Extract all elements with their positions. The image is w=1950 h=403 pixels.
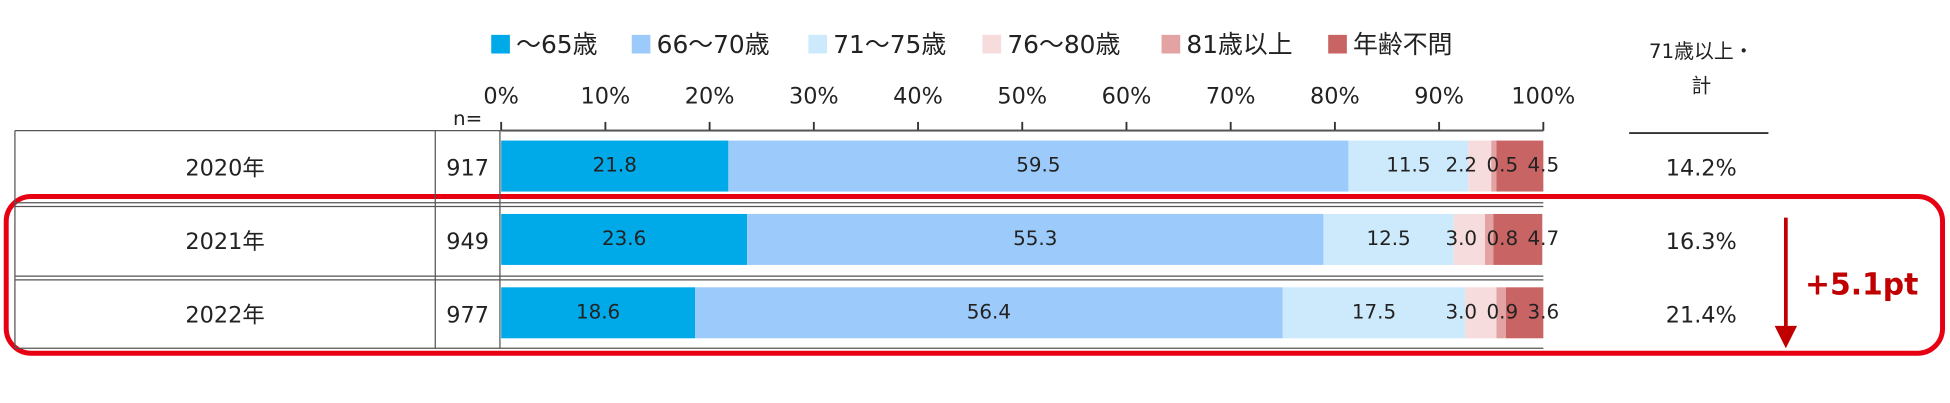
- data-label: 59.5: [1016, 154, 1060, 177]
- n-label: n=: [453, 107, 482, 130]
- legend-swatch: [631, 34, 651, 54]
- data-label: 18.6: [576, 300, 620, 323]
- n-value: 977: [446, 302, 489, 328]
- data-label: 11.5: [1386, 154, 1430, 177]
- data-label: 3.0: [1445, 227, 1477, 250]
- data-label: 21.8: [593, 154, 637, 177]
- legend-label: 81歳以上: [1186, 30, 1292, 59]
- legend-swatch: [808, 34, 828, 54]
- total-value: 21.4%: [1666, 302, 1737, 328]
- x-tick-label: 40%: [893, 84, 943, 110]
- data-label: 2.2: [1445, 154, 1477, 177]
- x-tick-label: 100%: [1511, 84, 1575, 110]
- bar-segment: [747, 213, 1324, 265]
- bar-segment: [1282, 287, 1466, 339]
- x-tick-label: 80%: [1310, 84, 1360, 110]
- legend-swatch: [982, 34, 1002, 54]
- x-tick-label: 50%: [997, 84, 1047, 110]
- category-label: 2020年: [185, 156, 264, 182]
- data-label: 0.8: [1486, 227, 1518, 250]
- total-value: 14.2%: [1666, 156, 1737, 182]
- legend-label: 76～80歳: [1007, 30, 1120, 59]
- legend-label: 66～70歳: [657, 30, 770, 59]
- x-tick-label: 10%: [581, 84, 631, 110]
- data-label: 3.6: [1528, 300, 1560, 323]
- data-label: 3.0: [1445, 300, 1477, 323]
- legend-swatch: [491, 34, 510, 54]
- total-header: 71歳以上・: [1649, 40, 1754, 63]
- legend-label: 71～75歳: [833, 30, 946, 59]
- bar-segment: [1468, 140, 1492, 192]
- category-label: 2022年: [185, 302, 264, 328]
- bar-segment: [1323, 213, 1454, 265]
- bar-segment: [501, 140, 729, 192]
- bar-segment: [1348, 140, 1469, 192]
- x-tick-label: 60%: [1102, 84, 1152, 110]
- legend-swatch: [1328, 34, 1347, 54]
- annotation: +5.1pt: [1805, 268, 1918, 303]
- total-header: 計: [1691, 75, 1711, 98]
- bar-segment: [1496, 140, 1544, 192]
- data-label: 17.5: [1352, 300, 1396, 323]
- bar-segment: [728, 140, 1349, 192]
- bar-segment: [501, 213, 748, 265]
- bar-segment: [1453, 213, 1485, 265]
- bar-segment: [1491, 140, 1497, 192]
- bar-segment: [1496, 287, 1506, 339]
- highlight-frame: [3, 194, 1946, 356]
- x-tick-label: 70%: [1206, 84, 1256, 110]
- data-label: 4.5: [1528, 154, 1560, 177]
- arrow-head: [1774, 325, 1798, 349]
- data-label: 0.9: [1486, 300, 1518, 323]
- x-tick-label: 0%: [483, 84, 519, 110]
- data-label: 23.6: [602, 227, 646, 250]
- legend-swatch: [1161, 34, 1181, 54]
- bar-segment: [695, 287, 1283, 339]
- legend-label: ～65歳: [516, 30, 597, 59]
- x-tick-label: 90%: [1414, 84, 1464, 110]
- total-value: 16.3%: [1666, 229, 1737, 255]
- data-label: 0.5: [1486, 154, 1518, 177]
- category-label: 2021年: [185, 229, 264, 255]
- bar-segment: [501, 287, 696, 339]
- data-label: 55.3: [1013, 227, 1057, 250]
- data-label: 56.4: [967, 300, 1011, 323]
- x-tick-label: 20%: [685, 84, 735, 110]
- data-label: 4.7: [1528, 227, 1560, 250]
- data-label: 12.5: [1366, 227, 1410, 250]
- n-value: 949: [446, 229, 489, 255]
- bar-segment: [1484, 213, 1494, 265]
- bar-segment: [1505, 287, 1544, 339]
- bar-segment: [1465, 287, 1497, 339]
- n-value: 917: [446, 156, 489, 182]
- bar-segment: [1493, 213, 1543, 265]
- legend-label: 年齢不問: [1353, 30, 1452, 59]
- x-tick-label: 30%: [789, 84, 839, 110]
